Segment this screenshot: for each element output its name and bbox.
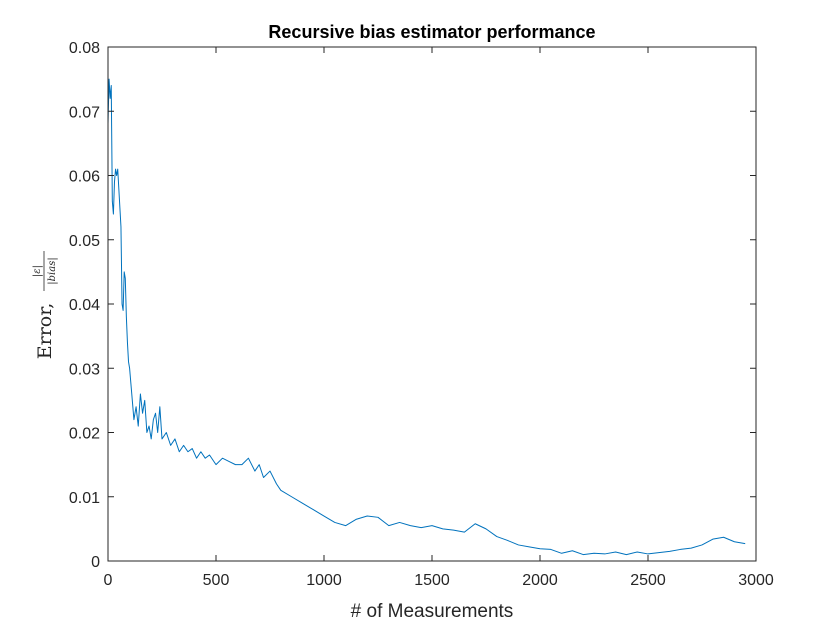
x-tick-label: 3000 [738,572,774,589]
x-tick-label: 0 [104,572,113,589]
plot-layer [107,78,746,556]
x-axis-label: # of Measurements [351,601,514,622]
y-tick-label: 0.01 [69,490,100,507]
x-tick-label: 500 [203,572,230,589]
plot-area [108,47,756,561]
y-axis-label: Error, |ε| |bias| [32,251,58,359]
y-tick-label: 0 [91,554,100,571]
x-tick-label: 1500 [414,572,450,589]
y-axis-label-numerator: |ε| [32,265,43,277]
x-tick-label: 1000 [306,572,342,589]
x-tick-label: 2500 [630,572,666,589]
y-tick-label: 0.05 [69,233,100,250]
chart-title: Recursive bias estimator performance [268,22,595,42]
y-axis-label-denominator: |bias| [47,257,58,284]
y-tick-label: 0.07 [69,104,100,121]
y-tick-label: 0.03 [69,361,100,378]
y-tick-label: 0.08 [69,40,100,57]
axes-layer: 0 500 1000 1500 2000 2500 3000 0 0.01 0.02 0.03 0.0… [69,40,774,589]
series-line-0 [107,78,746,556]
y-tick-label: 0.02 [69,426,100,443]
x-tick-label: 2000 [522,572,558,589]
y-tick-label: 0.04 [69,297,100,314]
y-axis-label-text: Error, [34,303,56,360]
y-tick-label: 0.06 [69,169,100,186]
